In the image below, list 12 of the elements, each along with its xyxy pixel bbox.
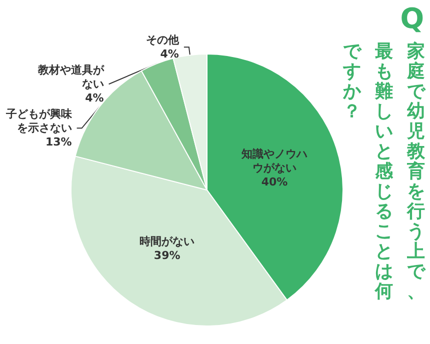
data-label: 4% [85, 92, 104, 105]
data-label: 39% [154, 249, 180, 262]
data-label: 13% [45, 136, 72, 149]
slice-label: 教材や道具がない [36, 64, 105, 91]
data-label: 4% [160, 48, 179, 61]
slice-label: その他 [146, 34, 180, 47]
slice-label: 子どもが興味を示さない [4, 108, 73, 135]
slice-label: 知識やノウハウがない [240, 148, 308, 175]
chart-title: 家庭で幼児教育を行う上で、最も難しいと感じることは何ですか？ [343, 41, 425, 302]
data-label: 40% [261, 176, 288, 189]
slice-label: 時間がない [140, 235, 195, 248]
text: Q [400, 2, 424, 35]
